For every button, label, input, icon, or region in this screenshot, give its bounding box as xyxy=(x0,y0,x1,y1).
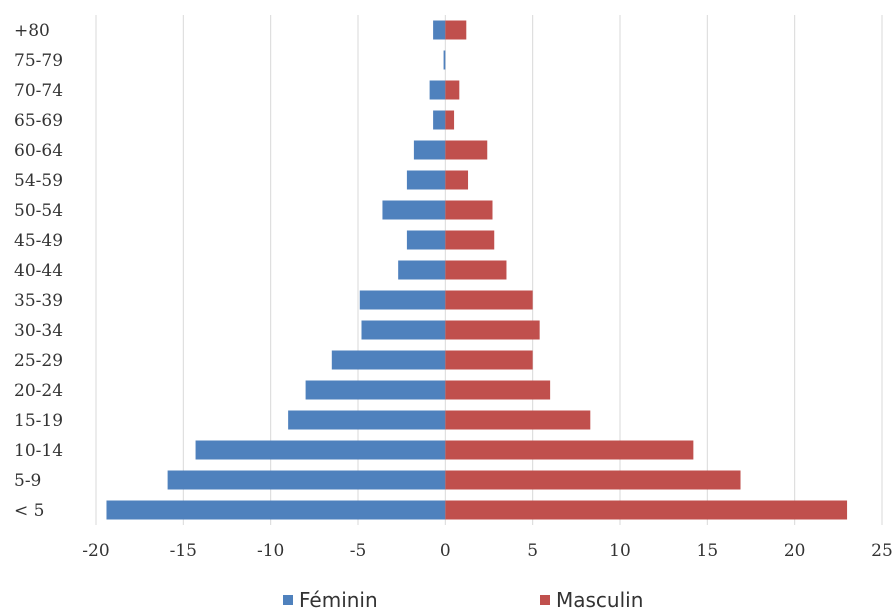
bar-masculin-10 xyxy=(445,320,540,340)
category-label: 20-24 xyxy=(14,381,63,401)
bar-masculin-3 xyxy=(445,110,455,130)
bars xyxy=(106,20,848,520)
bar-masculin-11 xyxy=(445,350,533,370)
x-tick-label: 0 xyxy=(440,541,451,561)
bar-feminin-4 xyxy=(413,140,446,160)
bar-feminin-9 xyxy=(359,290,446,310)
bar-feminin-2 xyxy=(429,80,446,100)
category-label: 5-9 xyxy=(14,471,41,491)
category-label: < 5 xyxy=(14,501,44,521)
category-labels: +80 75-79 70-74 65-69 60-64 54-59 50-54 45-49 40… xyxy=(14,21,63,521)
bar-feminin-0 xyxy=(433,20,446,40)
category-label: 10-14 xyxy=(14,441,63,461)
category-label: 70-74 xyxy=(14,81,63,101)
category-label: 50-54 xyxy=(14,201,63,221)
x-tick-label: 20 xyxy=(784,541,806,561)
legend-item-feminin: Féminin xyxy=(283,588,378,612)
bar-masculin-5 xyxy=(445,170,469,190)
legend-label-feminin: Féminin xyxy=(299,588,378,612)
bar-masculin-16 xyxy=(445,500,848,520)
x-tick-label: -10 xyxy=(257,541,284,561)
category-label: 75-79 xyxy=(14,51,63,71)
legend-label-masculin: Masculin xyxy=(556,588,644,612)
bar-feminin-15 xyxy=(167,470,446,490)
bar-masculin-6 xyxy=(445,200,493,220)
bar-feminin-14 xyxy=(195,440,446,460)
bar-masculin-14 xyxy=(445,440,694,460)
population-pyramid-chart: +80 75-79 70-74 65-69 60-64 54-59 50-54 45-49 40… xyxy=(14,15,893,561)
category-label: 30-34 xyxy=(14,321,63,341)
legend: Féminin Masculin xyxy=(0,588,896,612)
x-tick-label: -20 xyxy=(82,541,109,561)
bar-masculin-0 xyxy=(445,20,467,40)
bar-masculin-2 xyxy=(445,80,460,100)
x-tick-label: 5 xyxy=(527,541,538,561)
x-tick-label: 25 xyxy=(871,541,893,561)
bar-feminin-16 xyxy=(106,500,446,520)
category-label: 15-19 xyxy=(14,411,63,431)
legend-swatch-feminin xyxy=(283,595,293,605)
bar-feminin-3 xyxy=(433,110,446,130)
x-tick-label: -5 xyxy=(350,541,367,561)
x-axis-ticks: -20 -15 -10 -5 0 5 10 15 20 25 xyxy=(82,541,893,561)
bar-feminin-8 xyxy=(398,260,446,280)
category-label: 40-44 xyxy=(14,261,63,281)
bar-feminin-1 xyxy=(443,50,446,70)
bar-masculin-15 xyxy=(445,470,741,490)
bar-masculin-13 xyxy=(445,410,591,430)
category-label: 65-69 xyxy=(14,111,63,131)
category-label: 45-49 xyxy=(14,231,63,251)
legend-item-masculin: Masculin xyxy=(540,588,643,612)
bar-feminin-7 xyxy=(406,230,446,250)
bar-feminin-12 xyxy=(305,380,446,400)
x-tick-label: 15 xyxy=(697,541,719,561)
bar-masculin-7 xyxy=(445,230,495,250)
bar-feminin-10 xyxy=(361,320,446,340)
category-label: 25-29 xyxy=(14,351,63,371)
x-tick-label: -15 xyxy=(170,541,197,561)
x-tick-label: 10 xyxy=(609,541,631,561)
bar-feminin-11 xyxy=(331,350,446,370)
category-label: 35-39 xyxy=(14,291,63,311)
bar-masculin-9 xyxy=(445,290,533,310)
bar-feminin-6 xyxy=(382,200,446,220)
bar-masculin-4 xyxy=(445,140,488,160)
category-label: 54-59 xyxy=(14,171,63,191)
bar-masculin-8 xyxy=(445,260,507,280)
bar-feminin-13 xyxy=(288,410,446,430)
legend-swatch-masculin xyxy=(540,595,550,605)
bar-masculin-12 xyxy=(445,380,551,400)
category-label: 60-64 xyxy=(14,141,63,161)
category-label: +80 xyxy=(14,21,50,41)
bar-feminin-5 xyxy=(406,170,446,190)
